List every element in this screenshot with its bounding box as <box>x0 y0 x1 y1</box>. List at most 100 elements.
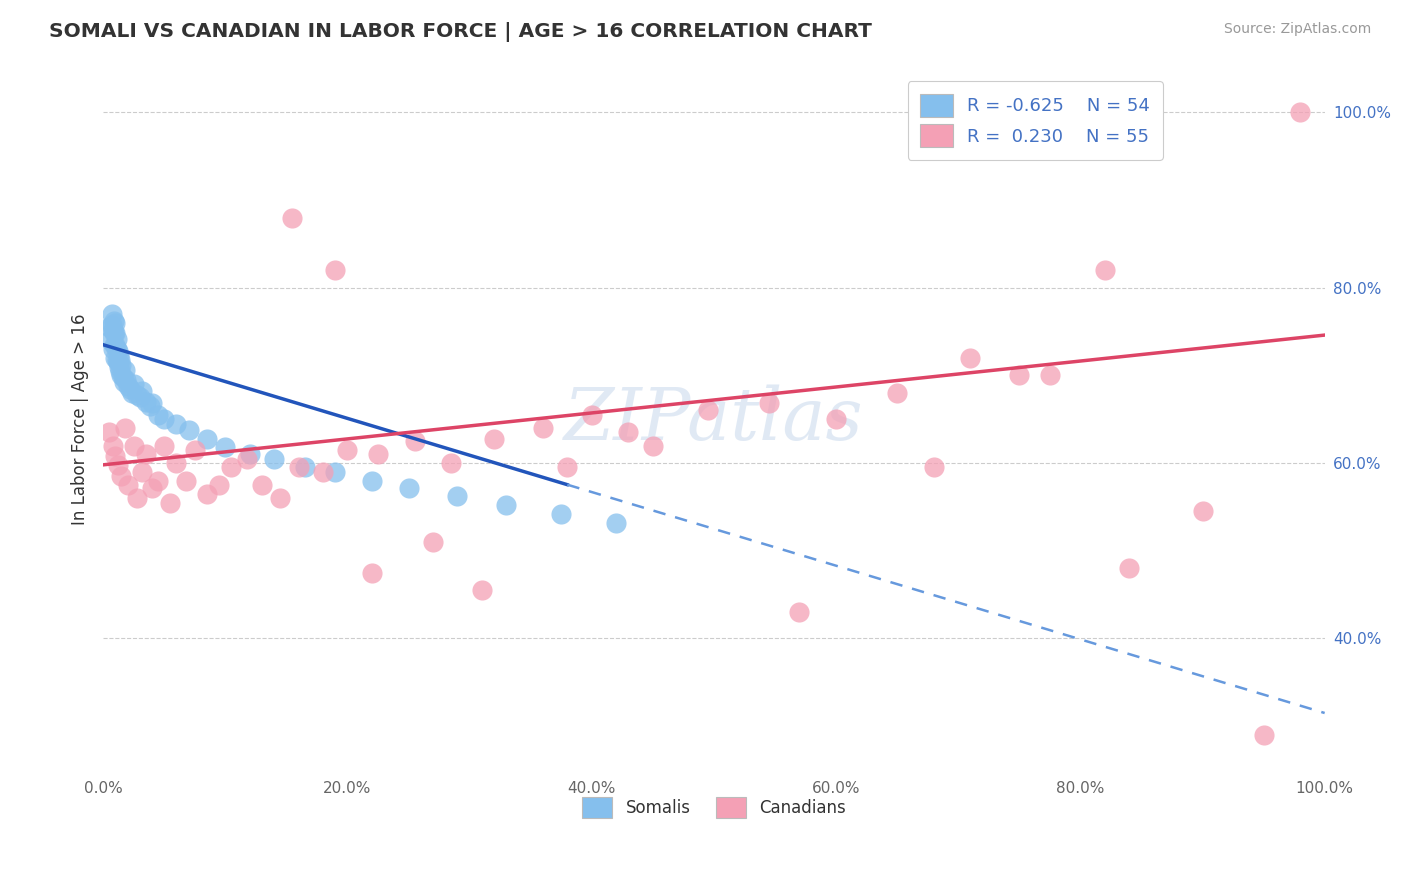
Point <box>789 605 811 619</box>
Point <box>153 439 176 453</box>
Point <box>141 481 163 495</box>
Point <box>165 417 187 431</box>
Point <box>110 364 132 378</box>
Point <box>105 352 128 367</box>
Point <box>758 396 780 410</box>
Point <box>104 351 127 365</box>
Point <box>101 342 124 356</box>
Point <box>121 386 143 401</box>
Point <box>100 318 122 332</box>
Point <box>114 363 136 377</box>
Point <box>107 343 129 358</box>
Point <box>108 349 131 363</box>
Point <box>146 408 169 422</box>
Point <box>221 460 243 475</box>
Text: SOMALI VS CANADIAN IN LABOR FORCE | AGE > 16 CORRELATION CHART: SOMALI VS CANADIAN IN LABOR FORCE | AGE … <box>49 22 872 42</box>
Point <box>482 432 505 446</box>
Point <box>250 478 273 492</box>
Point <box>360 566 382 580</box>
Point <box>236 451 259 466</box>
Point <box>1191 504 1213 518</box>
Point <box>105 342 128 356</box>
Point <box>98 425 121 440</box>
Point <box>118 382 141 396</box>
Point <box>110 358 132 372</box>
Point <box>550 507 572 521</box>
Point <box>98 320 121 334</box>
Point <box>1094 263 1116 277</box>
Point <box>959 351 981 365</box>
Point <box>177 423 200 437</box>
Text: Source: ZipAtlas.com: Source: ZipAtlas.com <box>1223 22 1371 37</box>
Point <box>263 451 285 466</box>
Point <box>281 211 304 225</box>
Point <box>605 516 627 530</box>
Point <box>107 355 129 369</box>
Point <box>103 326 125 341</box>
Point <box>287 460 309 475</box>
Point <box>269 491 291 505</box>
Point <box>114 421 136 435</box>
Point <box>922 460 945 475</box>
Point <box>360 474 382 488</box>
Point <box>110 352 132 367</box>
Point <box>165 456 187 470</box>
Point <box>105 332 128 346</box>
Point <box>104 326 127 341</box>
Point <box>135 447 157 461</box>
Point <box>1253 728 1275 742</box>
Point <box>294 460 316 475</box>
Text: ZIPatlas: ZIPatlas <box>564 384 863 455</box>
Point <box>135 394 157 409</box>
Point <box>208 478 231 492</box>
Point <box>555 460 578 475</box>
Point <box>323 465 346 479</box>
Point <box>117 379 139 393</box>
Point <box>195 432 218 446</box>
Point <box>214 440 236 454</box>
Point <box>104 449 127 463</box>
Point <box>184 442 207 457</box>
Point <box>122 377 145 392</box>
Point <box>146 474 169 488</box>
Point <box>127 491 149 505</box>
Point <box>131 465 153 479</box>
Point <box>107 458 129 472</box>
Point <box>1008 368 1031 383</box>
Point <box>1118 561 1140 575</box>
Point <box>100 307 122 321</box>
Point <box>138 399 160 413</box>
Point <box>112 376 135 390</box>
Legend: Somalis, Canadians: Somalis, Canadians <box>575 790 852 825</box>
Point <box>404 434 426 449</box>
Point <box>159 495 181 509</box>
Point <box>111 370 134 384</box>
Point <box>440 456 463 470</box>
Point <box>110 368 132 383</box>
Point <box>108 359 131 374</box>
Y-axis label: In Labor Force | Age > 16: In Labor Force | Age > 16 <box>72 313 89 525</box>
Point <box>117 478 139 492</box>
Point <box>128 390 150 404</box>
Point <box>696 403 718 417</box>
Point <box>195 487 218 501</box>
Point <box>101 439 124 453</box>
Point <box>110 469 132 483</box>
Point <box>122 439 145 453</box>
Point <box>367 447 389 461</box>
Point <box>495 498 517 512</box>
Point <box>886 386 908 401</box>
Point <box>471 583 494 598</box>
Point <box>1039 368 1062 383</box>
Point <box>312 465 335 479</box>
Point <box>581 408 603 422</box>
Point <box>141 396 163 410</box>
Point <box>174 474 197 488</box>
Point <box>127 387 149 401</box>
Point <box>104 337 127 351</box>
Point <box>531 421 554 435</box>
Point <box>422 535 444 549</box>
Point <box>398 481 420 495</box>
Point <box>825 412 848 426</box>
Point <box>1289 105 1312 120</box>
